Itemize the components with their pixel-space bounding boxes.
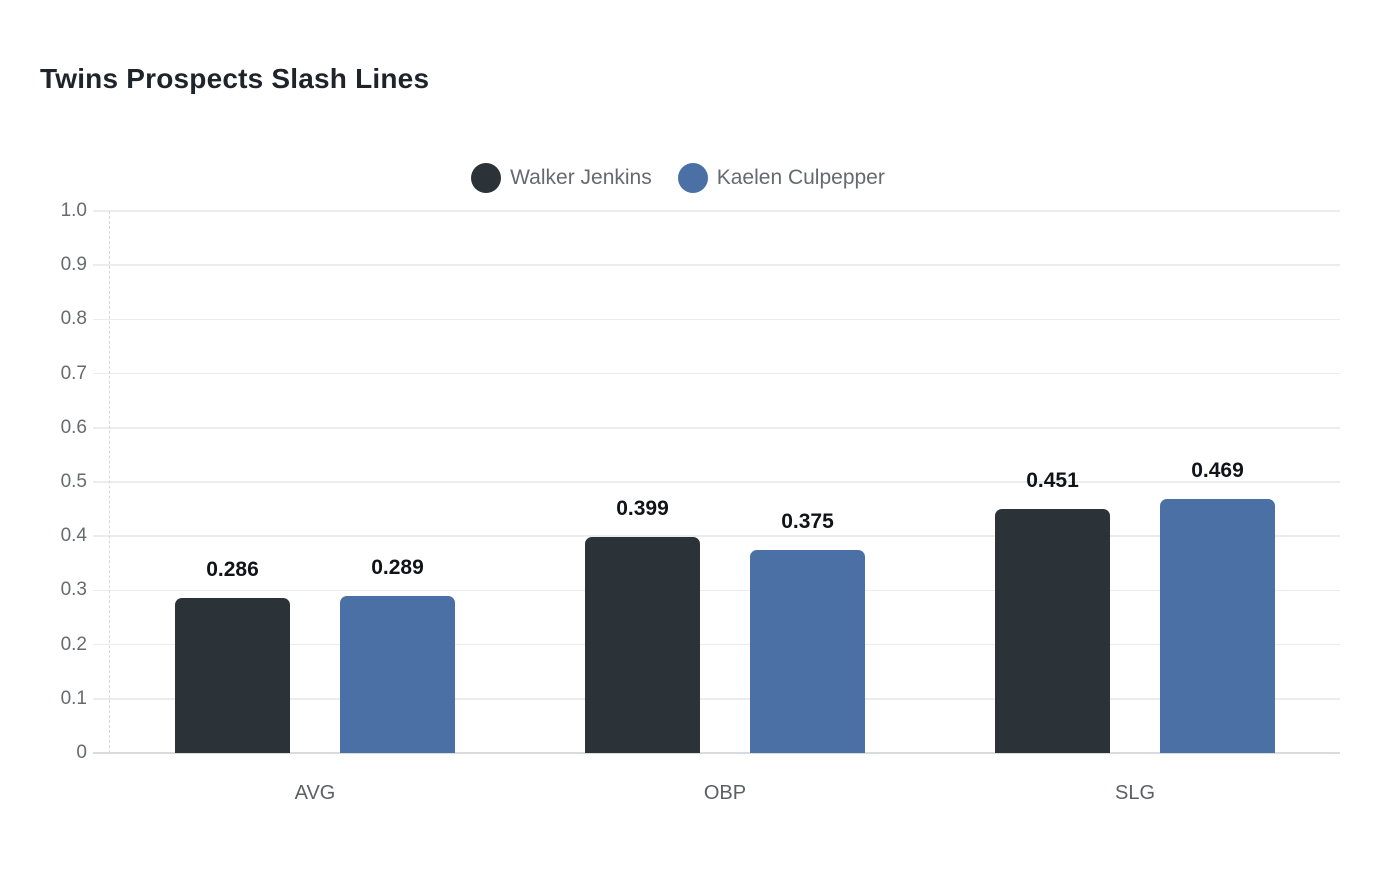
legend-item-walker-jenkins[interactable]: Walker Jenkins	[471, 163, 652, 193]
chart-legend: Walker Jenkins Kaelen Culpepper	[0, 163, 1378, 193]
y-axis-tick-label: 0.9	[60, 254, 87, 276]
x-axis-category-label: AVG	[294, 782, 336, 804]
bar-value-label: 0.451	[1026, 468, 1079, 492]
x-axis-category-label: SLG	[1114, 782, 1156, 804]
bar-kaelen-culpepper-obp[interactable]	[750, 549, 865, 753]
legend-item-kaelen-culpepper[interactable]: Kaelen Culpepper	[677, 163, 885, 193]
y-axis-tick-label: 0.4	[60, 525, 87, 547]
gridline	[93, 372, 1340, 375]
bar-kaelen-culpepper-slg[interactable]	[1160, 498, 1275, 753]
x-axis-category-label: OBP	[703, 782, 747, 804]
gridline	[93, 318, 1340, 321]
bar-value-label: 0.286	[206, 557, 259, 581]
y-axis-tick-label: 0	[76, 742, 87, 763]
y-axis-tick-label: 0.1	[60, 687, 87, 709]
bar-walker-jenkins-obp[interactable]	[585, 536, 700, 753]
y-axis-tick-label: 0.8	[60, 308, 87, 330]
gridline	[93, 264, 1340, 266]
bar-value-label: 0.469	[1191, 458, 1244, 482]
y-axis-tick-label: 0.5	[60, 471, 87, 492]
legend-marker-icon	[677, 163, 708, 193]
gridline	[93, 481, 1340, 483]
y-axis-tick-label: 0.3	[60, 579, 87, 601]
gridline	[93, 589, 1340, 592]
chart-title: Twins Prospects Slash Lines	[40, 63, 430, 94]
bar-walker-jenkins-slg[interactable]	[995, 508, 1110, 753]
gridline	[93, 643, 1340, 646]
y-axis-tick-label: 0.7	[60, 362, 87, 384]
gridline	[93, 210, 1340, 212]
gridline	[93, 698, 1340, 700]
bar-value-label: 0.399	[616, 496, 669, 520]
bar-kaelen-culpepper-avg[interactable]	[340, 596, 455, 753]
legend-item-label: Kaelen Culpepper	[716, 166, 885, 189]
y-axis-tick-label: 0.2	[60, 633, 87, 655]
y-axis-tick-label: 1.0	[60, 200, 87, 221]
x-axis-line	[93, 752, 1340, 754]
bar-value-label: 0.289	[371, 556, 424, 580]
y-axis-line	[109, 211, 110, 753]
legend-marker-icon	[471, 163, 502, 193]
gridline	[93, 535, 1340, 537]
y-axis-tick-label: 0.6	[60, 416, 87, 438]
legend-item-label: Walker Jenkins	[510, 166, 652, 189]
gridline	[93, 427, 1340, 429]
bar-value-label: 0.375	[781, 509, 834, 533]
bar-walker-jenkins-avg[interactable]	[175, 597, 290, 753]
